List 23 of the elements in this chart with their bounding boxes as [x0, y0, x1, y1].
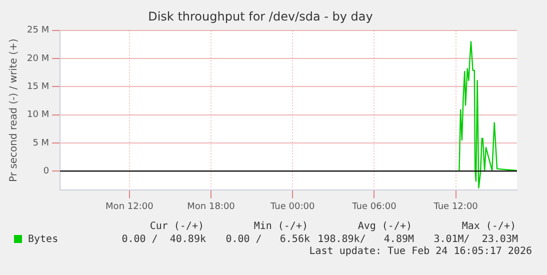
y-tick-label: 25 M [27, 26, 50, 36]
x-tick-label: Tue 06:00 [351, 202, 397, 212]
text: Avg (-/+) [356, 220, 412, 233]
x-tick-label: Tue 00:00 [270, 202, 315, 212]
chart-title: Disk throughput for /dev/sda - by day [148, 9, 373, 24]
y-axis-title: Pr second read (-) / write (+) [8, 38, 20, 182]
text: 3.01M/ 23.03M [432, 233, 518, 246]
text: Max (-/+) [460, 220, 516, 233]
text: 198.89k/ 4.89M [316, 233, 414, 246]
text: Min (-/+) [252, 220, 308, 233]
x-tick-label: Mon 18:00 [187, 202, 236, 212]
y-tick-label: 0 [43, 166, 50, 176]
y-tick-label: 5 M [32, 138, 50, 148]
y-tick-label: 10 M [27, 110, 50, 120]
text: Cur (-/+) [148, 220, 204, 233]
legend-label: Bytes [28, 233, 60, 246]
x-tick-label: Mon 12:00 [106, 202, 154, 212]
text: 0.00 / 40.89k [120, 233, 206, 246]
text: Last update: Tue Feb 24 16:05:17 2026 [308, 246, 532, 257]
text: 0.00 / 6.56k [224, 233, 310, 246]
x-tick-label: Tue 12:00 [432, 202, 478, 212]
y-tick-label: 15 M [27, 82, 50, 92]
y-tick-label: 20 M [27, 54, 50, 64]
